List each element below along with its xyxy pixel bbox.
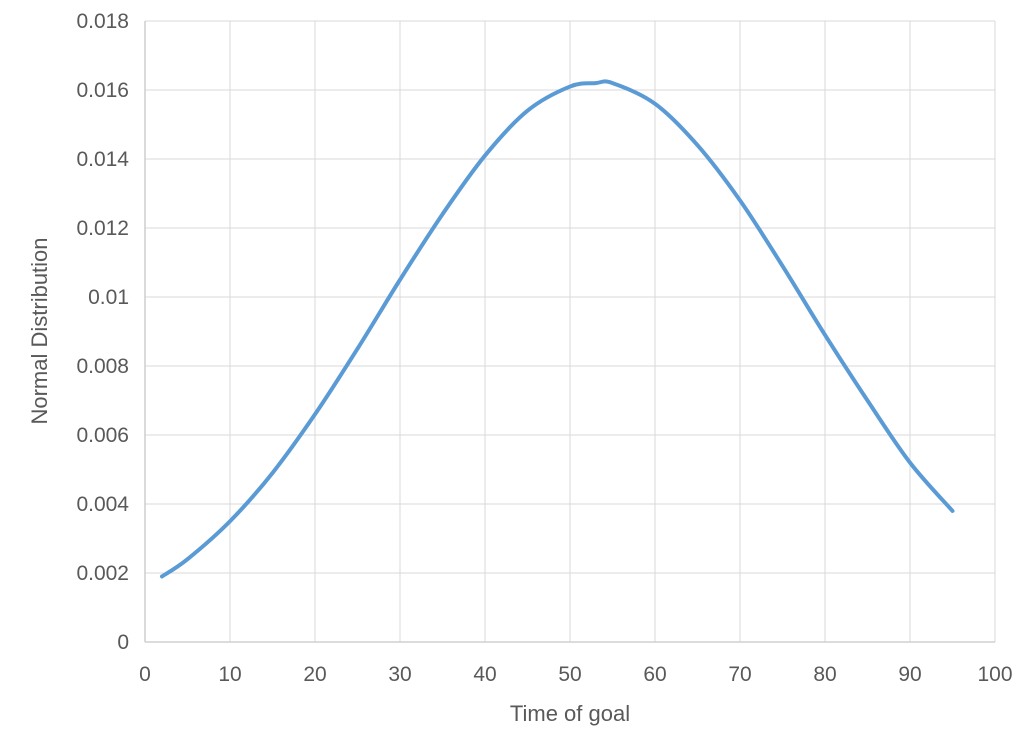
x-tick-label: 40 [473, 663, 496, 686]
x-tick-label: 100 [977, 663, 1012, 686]
series-line [160, 79, 955, 579]
data-series [160, 79, 955, 579]
y-tick-label: 0 [117, 631, 129, 654]
x-tick-labels: 0 10 20 30 40 50 60 70 80 90 100 [139, 663, 1012, 686]
y-tick-label: 0.018 [76, 10, 129, 33]
x-tick-label: 80 [813, 663, 836, 686]
x-tick-label: 10 [218, 663, 241, 686]
y-tick-labels: 0 0.002 0.004 0.006 0.008 0.01 0.012 0.014 0.016… [76, 10, 129, 654]
y-axis-title: Normal Distribution [27, 237, 52, 424]
y-tick-label: 0.01 [88, 286, 129, 309]
x-tick-label: 0 [139, 663, 151, 686]
y-tick-label: 0.014 [76, 148, 129, 171]
x-tick-label: 60 [643, 663, 666, 686]
x-tick-label: 50 [558, 663, 581, 686]
axis-lines [144, 21, 995, 643]
x-axis-title: Time of goal [510, 701, 630, 726]
gridlines [145, 20, 996, 642]
x-tick-label: 90 [898, 663, 921, 686]
y-tick-label: 0.002 [76, 562, 129, 585]
x-tick-label: 30 [388, 663, 411, 686]
y-tick-label: 0.004 [76, 493, 129, 516]
y-tick-label: 0.008 [76, 355, 129, 378]
y-tick-label: 0.016 [76, 79, 129, 102]
y-tick-label: 0.006 [76, 424, 129, 447]
x-tick-label: 20 [303, 663, 326, 686]
x-tick-label: 70 [728, 663, 751, 686]
y-tick-label: 0.012 [76, 217, 129, 240]
